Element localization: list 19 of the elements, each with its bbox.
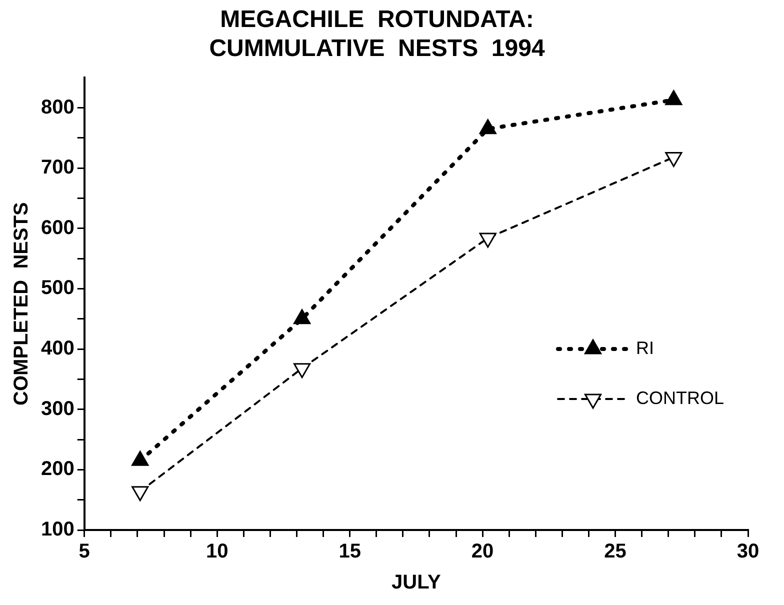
legend-label: RI [636, 338, 654, 358]
x-tick-label: 15 [338, 540, 361, 563]
y-tick-label: 500 [40, 277, 74, 300]
y-axis-title: COMPLETED NESTS [10, 202, 33, 406]
chart-title: MEGACHILE ROTUNDATA: CUMMULATIVE NESTS 1994 [209, 6, 546, 62]
x-tick-label: 5 [78, 540, 90, 563]
x-tick-label: 30 [736, 540, 760, 563]
x-tick-label: 10 [206, 540, 228, 563]
y-tick-label: 400 [40, 338, 74, 360]
x-tick-label: 20 [471, 540, 494, 563]
x-tick-label: 25 [604, 540, 626, 563]
y-tick-label: 600 [40, 216, 74, 239]
y-tick-label: 800 [40, 96, 74, 118]
y-tick-label: 100 [40, 518, 74, 541]
y-tick-label: 200 [40, 458, 74, 480]
legend-label: CONTROL [636, 388, 724, 408]
y-tick-label: 300 [40, 398, 74, 420]
x-axis-title: JULY [392, 572, 442, 594]
y-tick-label: 700 [40, 156, 74, 179]
